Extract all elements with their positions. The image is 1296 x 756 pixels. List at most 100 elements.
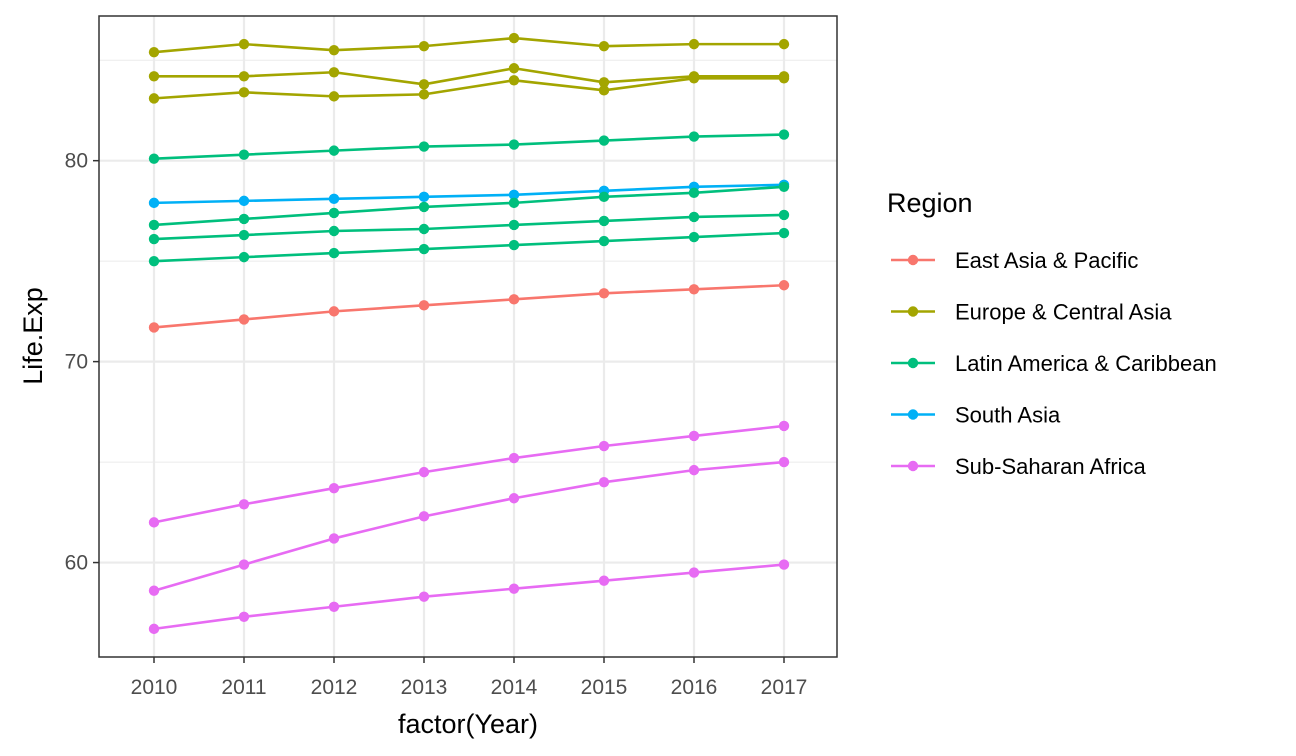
axes: 60 70 80 2010 2011 2012 2013 2014 2015 2016 2017 (65, 150, 808, 699)
x-tick-label: 2014 (491, 676, 538, 699)
x-tick-label: 2016 (671, 676, 718, 699)
y-tick-label: 80 (65, 150, 88, 173)
data-point (508, 583, 520, 594)
data-point (598, 85, 610, 96)
data-point (688, 38, 700, 50)
series-line (148, 63, 790, 90)
data-point (238, 251, 250, 263)
series-path (153, 76, 784, 100)
data-point (598, 40, 610, 52)
panel-background (99, 16, 837, 657)
data-point (508, 219, 520, 231)
x-axis-title: factor(Year) (398, 709, 538, 739)
data-point (508, 294, 520, 305)
data-point (688, 567, 700, 578)
data-point (418, 466, 430, 478)
data-point (418, 40, 430, 52)
series-path (153, 213, 785, 241)
series-layer (148, 32, 790, 635)
x-tick-label: 2012 (311, 676, 358, 699)
data-point (598, 235, 610, 247)
data-point (148, 93, 160, 104)
data-point (688, 131, 700, 142)
data-point (508, 189, 520, 201)
data-point (238, 87, 250, 98)
data-point (418, 141, 430, 152)
data-point (688, 187, 700, 199)
series-line (148, 559, 790, 635)
series-line (148, 420, 790, 528)
data-point (238, 559, 250, 570)
legend-label: Latin America & Caribbean (955, 351, 1217, 376)
data-point (328, 145, 340, 156)
data-point (508, 239, 520, 251)
series-path (153, 133, 785, 160)
legend-item: East Asia & Pacific (891, 248, 1138, 273)
legend-label: South Asia (955, 403, 1061, 428)
legend-label: Europe & Central Asia (955, 300, 1172, 325)
series-line (148, 280, 790, 333)
data-point (328, 91, 340, 102)
data-point (778, 181, 790, 192)
series-path (153, 231, 785, 263)
data-point (508, 493, 520, 504)
data-point (418, 191, 430, 203)
data-point (148, 623, 160, 635)
data-point (598, 440, 610, 452)
data-point (148, 233, 160, 245)
data-point (148, 219, 160, 231)
data-point (508, 32, 520, 44)
data-point (688, 464, 700, 476)
data-point (148, 255, 160, 267)
series-line (148, 32, 790, 58)
series-path (154, 66, 784, 86)
data-point (238, 229, 250, 241)
series-path (153, 185, 785, 227)
legend-key-point (907, 306, 919, 317)
data-point (418, 79, 430, 90)
data-point (778, 209, 790, 221)
data-point (598, 575, 610, 586)
series-path (153, 460, 785, 592)
data-point (418, 243, 430, 255)
y-tick-label: 70 (65, 351, 88, 374)
data-point (778, 420, 790, 432)
data-point (238, 71, 250, 82)
data-point (688, 430, 700, 442)
legend-item: Sub-Saharan Africa (891, 454, 1147, 479)
data-point (148, 517, 160, 528)
data-point (598, 191, 610, 203)
data-point (688, 284, 700, 295)
grid-lines (99, 16, 837, 657)
data-point (778, 227, 790, 239)
data-point (778, 38, 790, 50)
series-path (153, 183, 785, 205)
y-tick-label: 60 (65, 552, 88, 575)
legend-key-point (907, 357, 919, 369)
data-point (418, 591, 430, 602)
data-point (328, 67, 340, 78)
data-point (778, 280, 790, 291)
data-point (688, 211, 700, 223)
data-point (778, 559, 790, 570)
legend-entries: East Asia & Pacific Europe & Central Asia… (891, 248, 1217, 479)
data-point (778, 456, 790, 468)
data-point (238, 149, 250, 160)
data-point (328, 483, 340, 494)
data-point (328, 225, 340, 237)
data-point (598, 135, 610, 146)
data-point (508, 75, 520, 86)
data-point (328, 306, 340, 317)
series-line (148, 73, 790, 104)
series-line (148, 456, 790, 596)
data-point (508, 139, 520, 150)
plot-panel (98, 15, 838, 658)
series-line (148, 209, 790, 245)
data-point (148, 322, 160, 333)
data-point (238, 195, 250, 207)
data-point (238, 611, 250, 623)
data-point (148, 585, 160, 596)
data-point (328, 533, 340, 544)
data-point (238, 499, 250, 510)
